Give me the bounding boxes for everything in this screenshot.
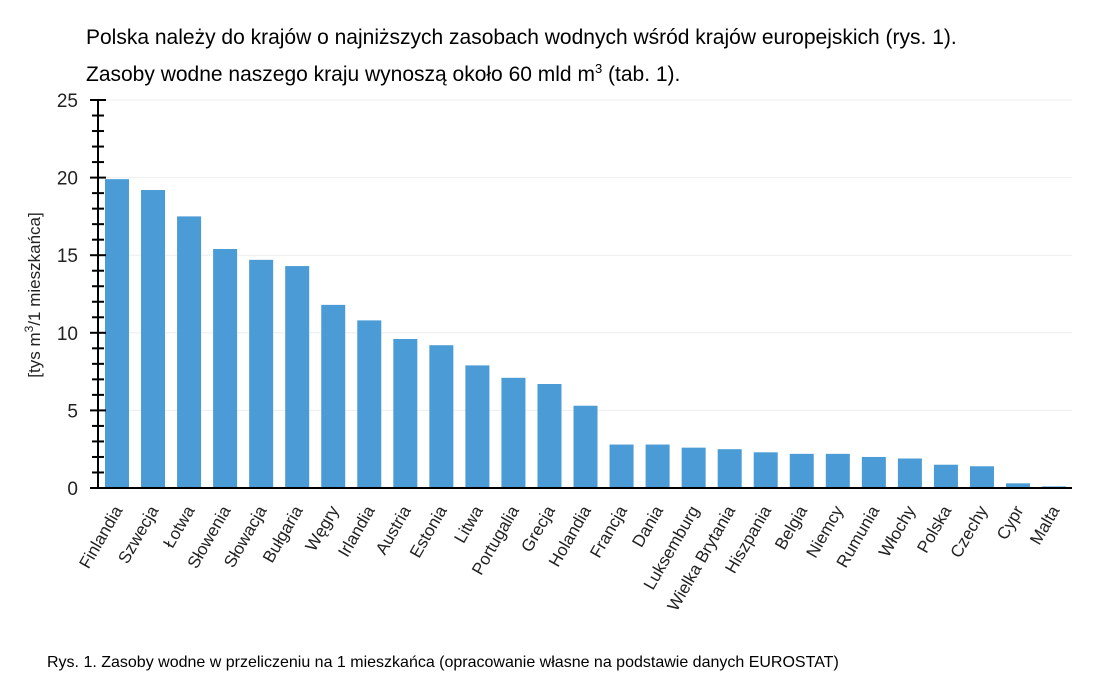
bar-Słowenia [213, 248, 238, 488]
bar-Słowacja [249, 259, 274, 488]
bar-Holandia [573, 405, 598, 488]
bar-Włochy [897, 458, 922, 488]
y-tick-label: 15 [57, 246, 78, 267]
x-tick-label: Łotwa [159, 502, 198, 551]
bar-Bułgaria [285, 266, 310, 488]
bar-Grecja [537, 384, 562, 488]
bar-Portugalia [501, 377, 526, 488]
x-tick-label: Litwa [451, 502, 488, 546]
bar-Czechy [969, 466, 994, 488]
bar-Luksemburg [681, 447, 706, 488]
bar-Litwa [465, 365, 490, 488]
y-axis-label: [tys m3/1 mieszkańca] [22, 212, 44, 377]
y-tick-label: 10 [57, 324, 78, 345]
bar-Belgia [789, 453, 814, 488]
bar-Dania [645, 444, 670, 488]
x-tick-label: Cypr [993, 502, 1028, 543]
bar-Szwecja [141, 190, 166, 489]
bar-Hiszpania [753, 452, 778, 488]
bars [105, 179, 1067, 489]
superscript: 3 [594, 61, 603, 76]
bar-Węgry [321, 304, 346, 488]
y-tick-label: 5 [67, 401, 78, 422]
intro-line-2: Zasoby wodne naszego kraju wynoszą około… [86, 53, 957, 90]
bar-Austria [393, 339, 418, 488]
bar-Wielka Brytania [717, 449, 742, 488]
gridlines [98, 99, 1072, 411]
figure-caption: Rys. 1. Zasoby wodne w przeliczeniu na 1… [47, 654, 839, 671]
bar-Francja [609, 444, 634, 488]
intro-line-2-text: Zasoby wodne naszego kraju wynoszą około… [86, 63, 595, 86]
bar-Finlandia [105, 179, 129, 489]
axes: 0510152025FinlandiaSzwecjaŁotwaSłoweniaS… [57, 91, 1072, 614]
bar-Rumunia [861, 456, 886, 488]
x-tick-label: Irlandia [334, 502, 379, 560]
y-tick-label: 20 [57, 169, 78, 190]
bar-Estonia [429, 345, 454, 488]
y-tick-label: 25 [57, 91, 78, 112]
intro-text: Polska należy do krajów o najniższych za… [86, 22, 957, 90]
y-tick-label: 0 [67, 479, 78, 500]
x-tick-label: Dania [628, 502, 667, 550]
intro-line-2-tail: (tab. 1). [602, 63, 681, 86]
bar-Niemcy [825, 453, 850, 488]
x-tick-label: Włochy [875, 502, 920, 560]
bar-Łotwa [177, 216, 202, 488]
bar-Polska [933, 464, 958, 488]
x-tick-label: Finlandia [76, 502, 127, 572]
bar-chart: 0510152025FinlandiaSzwecjaŁotwaSłoweniaS… [22, 91, 1072, 614]
intro-line-1: Polska należy do krajów o najniższych za… [86, 26, 957, 49]
bar-Cypr [1006, 483, 1030, 488]
x-tick-label: Malta [1026, 502, 1064, 548]
bar-Irlandia [357, 320, 382, 488]
